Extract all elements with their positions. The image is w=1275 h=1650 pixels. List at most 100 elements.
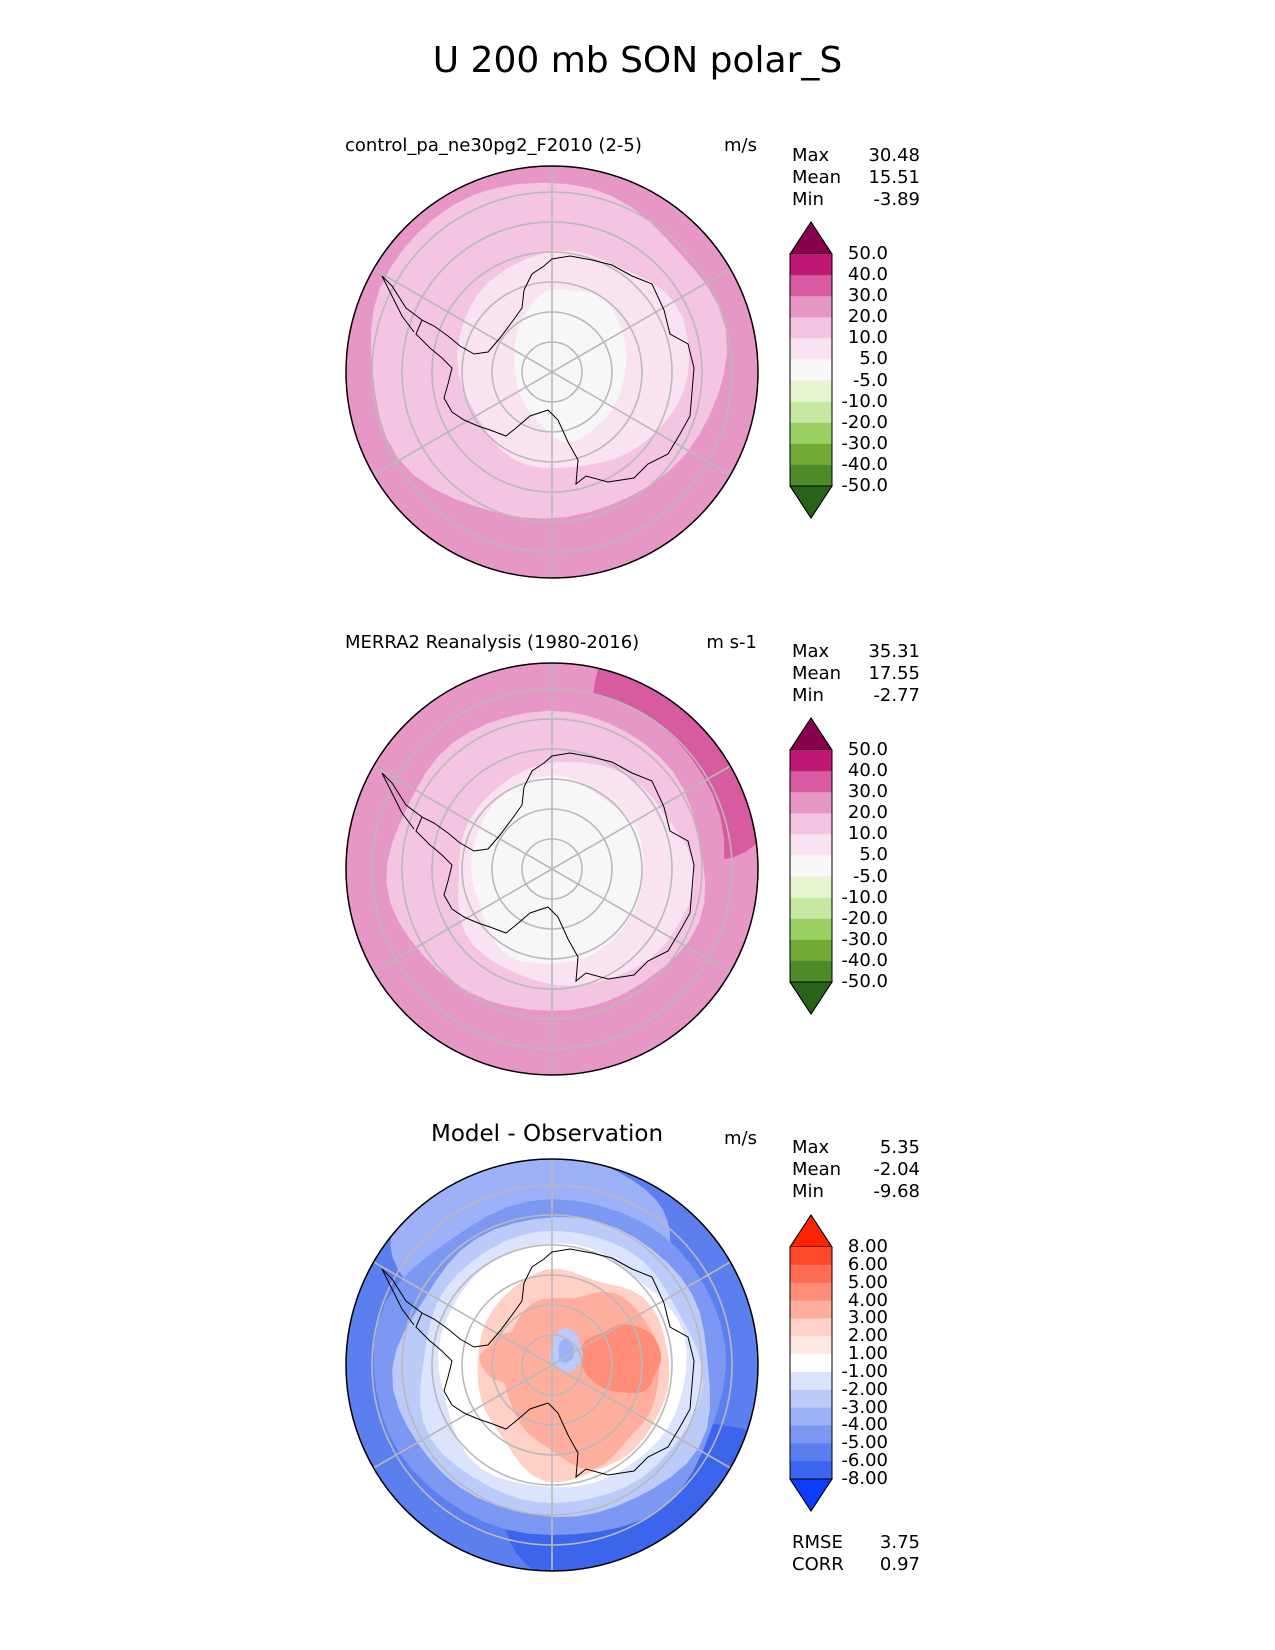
colorbar-tick-label: 50.0 [847, 739, 888, 760]
colorbar-tick-label: 10.0 [847, 823, 888, 845]
longitude-line [551, 1261, 731, 1366]
colorbar-tick-label: 20.0 [847, 306, 888, 328]
colorbar-outline [789, 1214, 833, 1512]
colorbar-tick-label: -6.00 [841, 1450, 888, 1472]
stat-max: Max 35.31 [792, 641, 920, 663]
colorbar-tick-label: -40.0 [841, 949, 888, 971]
map-field [346, 1159, 758, 1571]
colorbar-tick-label: -10.0 [841, 390, 888, 412]
longitude-line [373, 765, 553, 870]
colorbar-segment [790, 401, 832, 424]
continent-outline [415, 1248, 695, 1479]
stat-value: 35.31 [868, 641, 920, 662]
colorbar-tick-label: 20.0 [847, 802, 888, 824]
stat-min: Min -9.68 [792, 1181, 920, 1203]
colorbar-segment [790, 1300, 832, 1319]
stat-mean: Mean 17.55 [792, 663, 920, 685]
colorbar-tick-label: -8.00 [841, 1468, 888, 1489]
colorbar-segment [790, 1371, 832, 1391]
longitude-line [551, 868, 731, 973]
colorbar-segment [790, 359, 832, 382]
colorbar-tick-label: 40.0 [847, 760, 888, 782]
continent-outline [415, 752, 695, 983]
stat-label: Max [792, 1137, 830, 1158]
panel1-stats: Max 30.48 Mean 15.51 Min -3.89 [792, 145, 920, 211]
longitude-line [551, 268, 731, 373]
peninsula-outline [381, 772, 423, 830]
metric-label: RMSE [792, 1532, 843, 1553]
colorbar-tick-label: -5.0 [852, 369, 888, 391]
peninsula-outline [381, 1268, 423, 1326]
colorbar-segment [790, 792, 832, 814]
colorbar-extend-top [789, 717, 833, 751]
colorbar-segment [790, 338, 832, 360]
colorbar-segment [790, 1318, 832, 1337]
colorbar-segment [790, 1282, 832, 1302]
stat-max: Max 30.48 [792, 145, 920, 167]
colorbar-tick-label: 5.00 [847, 1271, 888, 1293]
colorbar-segment [790, 771, 832, 793]
contour-fill [558, 1338, 575, 1363]
colorbar-segment [790, 1425, 832, 1444]
colorbar-segment [790, 813, 832, 835]
metric-value: 0.97 [879, 1554, 920, 1575]
panel3-stats: Max 5.35 Mean -2.04 Min -9.68 [792, 1137, 920, 1203]
panel1-colorbar [789, 221, 833, 519]
stat-value: 17.55 [868, 663, 920, 684]
colorbar-segment [790, 1264, 832, 1284]
panel2-colorbar [789, 717, 833, 1015]
colorbar-segment [790, 1247, 832, 1266]
continent-outline [415, 255, 695, 486]
stat-label: Min [792, 685, 824, 706]
stat-min: Min -3.89 [792, 189, 920, 211]
colorbar-extend-top [789, 221, 833, 255]
longitude-line [551, 765, 731, 870]
stat-label: Mean [792, 1159, 842, 1180]
longitude-line [373, 1261, 553, 1366]
colorbar-tick-label: -50.0 [841, 971, 888, 992]
colorbar-extend-top [789, 1214, 833, 1248]
panel2-polar-map [345, 662, 759, 1076]
longitude-line [373, 268, 553, 373]
colorbar-segment [790, 750, 832, 772]
colorbar-tick-label: -1.00 [841, 1360, 888, 1382]
colorbar-segment [790, 443, 832, 466]
colorbar-tick-label: 3.00 [847, 1307, 888, 1329]
stat-value: -2.04 [873, 1159, 920, 1180]
colorbar-tick-label: 50.0 [847, 243, 888, 264]
colorbar-segment [790, 939, 832, 962]
metric-corr: CORR 0.97 [792, 1554, 920, 1576]
metric-label: CORR [792, 1554, 844, 1575]
map-boundary [345, 662, 759, 1076]
stat-label: Max [792, 145, 830, 166]
longitude-line [373, 371, 553, 476]
colorbar-segment [790, 317, 832, 339]
stat-value: 30.48 [868, 145, 920, 166]
colorbar-segment [790, 275, 832, 297]
panel3-colorbar [789, 1214, 833, 1512]
stat-value: -3.89 [873, 189, 920, 210]
colorbar-segment [790, 1336, 832, 1355]
stat-label: Mean [792, 663, 842, 684]
map-boundary [345, 165, 759, 579]
colorbar-tick-label: -5.0 [852, 865, 888, 887]
colorbar-segment [790, 296, 832, 318]
metric-rmse: RMSE 3.75 [792, 1532, 920, 1554]
stat-mean: Mean -2.04 [792, 1159, 920, 1181]
stat-label: Max [792, 641, 830, 662]
colorbar-segment [790, 918, 832, 941]
colorbar-tick-label: 4.00 [847, 1289, 888, 1311]
page-title: U 200 mb SON polar_S [432, 40, 843, 81]
colorbar-segment [790, 834, 832, 856]
stat-value: 15.51 [868, 167, 920, 188]
stat-max: Max 5.35 [792, 1137, 920, 1159]
panel2-stats: Max 35.31 Mean 17.55 Min -2.77 [792, 641, 920, 707]
colorbar-extend-bottom [789, 485, 833, 519]
colorbar-segment [790, 380, 832, 403]
colorbar-tick-label: -10.0 [841, 886, 888, 908]
panel2-title: MERRA2 Reanalysis (1980-2016) [345, 632, 640, 653]
colorbar-outline [789, 221, 833, 519]
colorbar-tick-label: -2.00 [841, 1378, 888, 1400]
panel1-units: m/s [724, 135, 757, 156]
colorbar-tick-label: 1.00 [847, 1343, 888, 1365]
